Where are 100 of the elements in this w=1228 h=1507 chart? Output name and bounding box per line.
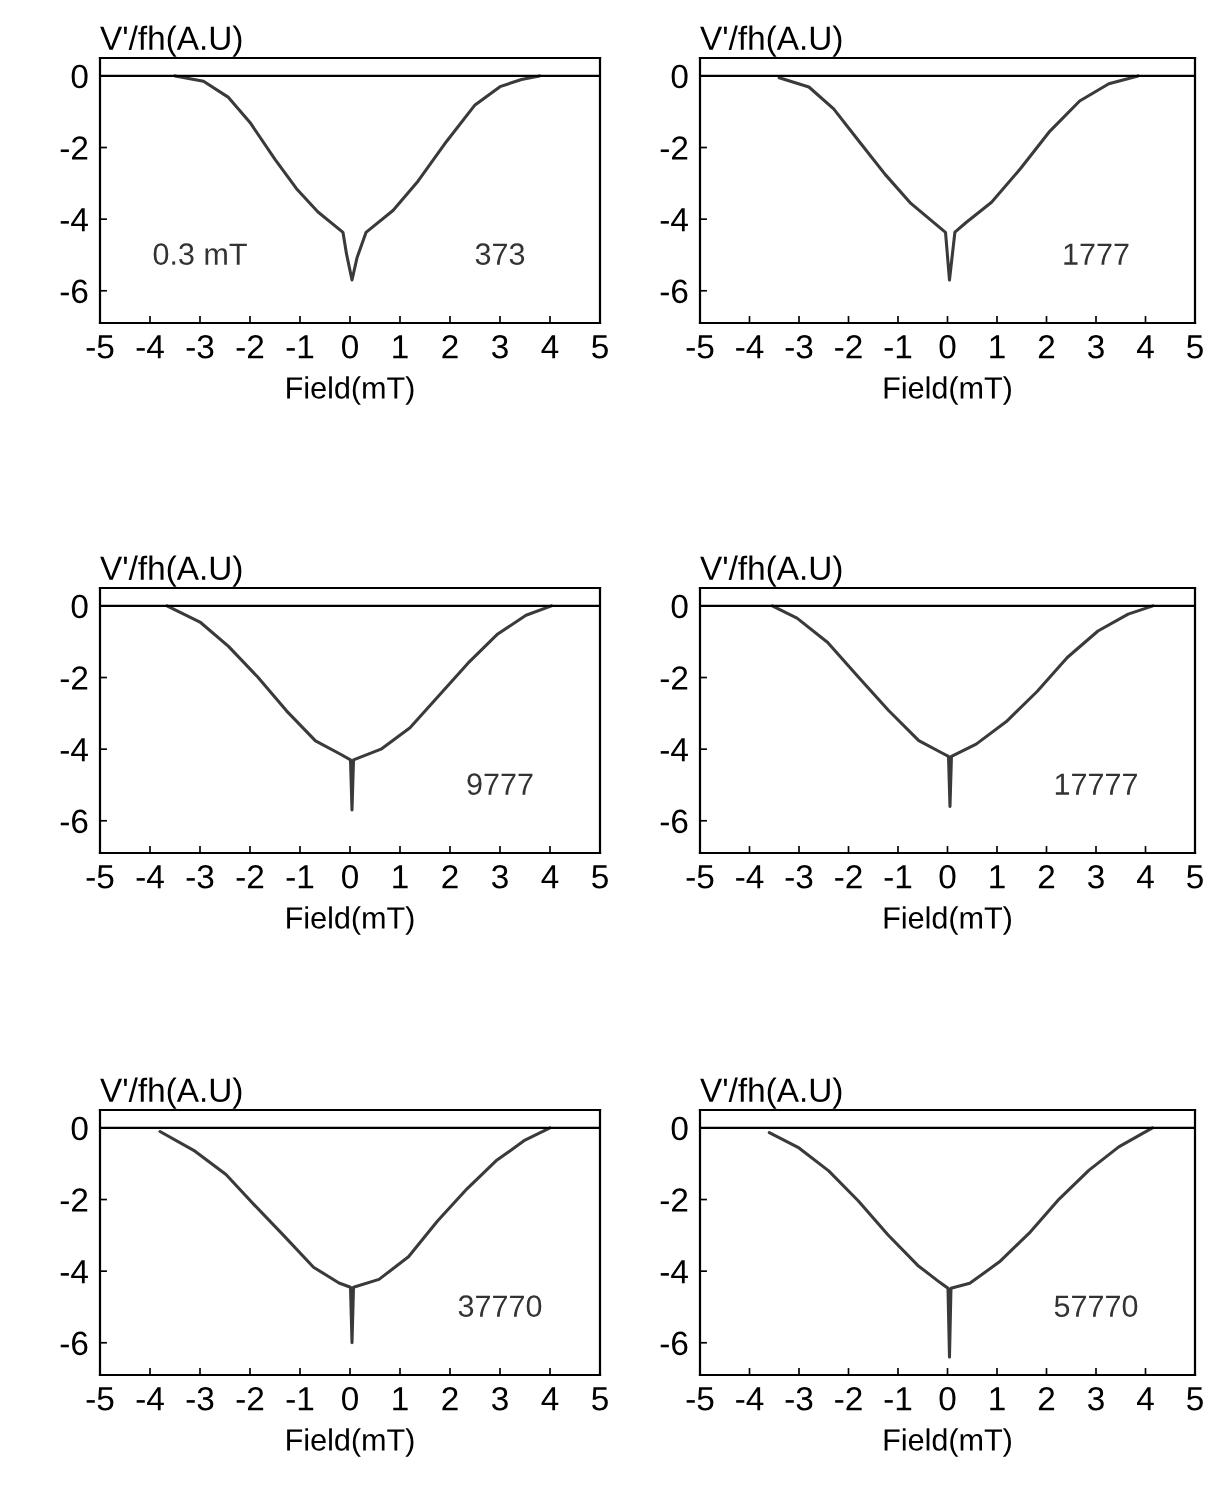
annotation: 0.3 mT bbox=[153, 243, 247, 265]
x-tick-label: -5 bbox=[686, 1387, 714, 1411]
x-tick-label: 4 bbox=[1137, 865, 1154, 889]
x-tick-label: -5 bbox=[686, 865, 714, 889]
y-tick-label: -6 bbox=[660, 1331, 688, 1356]
line-series bbox=[158, 1126, 552, 1345]
x-tick-label: 3 bbox=[1088, 334, 1104, 359]
y-tick-label: -4 bbox=[60, 1260, 88, 1284]
y-tick-label: -2 bbox=[660, 136, 688, 160]
x-tick-label: 2 bbox=[442, 864, 458, 889]
x-tick-label: 0 bbox=[342, 334, 358, 359]
x-tick-label: -4 bbox=[736, 335, 764, 359]
x-tick-label: 3 bbox=[492, 864, 508, 889]
y-tick-label: 0 bbox=[671, 1116, 688, 1141]
y-tick-label: 0 bbox=[671, 64, 688, 89]
x-axis-title: Field(mT) bbox=[287, 376, 414, 405]
x-tick-label: -1 bbox=[286, 1387, 314, 1411]
x-tick-label: 0 bbox=[939, 334, 956, 359]
annotation: 17777 bbox=[1055, 773, 1137, 795]
x-tick-label: 1 bbox=[990, 1387, 1005, 1411]
line-series bbox=[777, 74, 1140, 282]
x-tick-label: 3 bbox=[492, 1386, 508, 1411]
x-tick-label: 2 bbox=[1038, 334, 1055, 359]
x-tick-label: -1 bbox=[884, 865, 912, 889]
x-axis-title: Field(mT) bbox=[884, 906, 1011, 935]
x-tick-label: 1 bbox=[393, 1387, 408, 1411]
x-tick-label: -1 bbox=[286, 335, 314, 359]
y-tick-label: -2 bbox=[60, 666, 88, 690]
x-axis-title: Field(mT) bbox=[884, 1428, 1011, 1457]
x-axis-title: Field(mT) bbox=[884, 376, 1011, 405]
y-axis-title: V'/fh(A.U) bbox=[100, 25, 242, 57]
x-tick-label: -4 bbox=[736, 1387, 764, 1411]
x-tick-label: 2 bbox=[442, 1386, 458, 1411]
x-tick-label: 3 bbox=[1088, 1386, 1104, 1411]
y-tick-label: 0 bbox=[671, 594, 688, 619]
x-tick-label: 5 bbox=[1187, 335, 1203, 359]
x-tick-label: 5 bbox=[592, 335, 608, 359]
x-tick-label: -5 bbox=[686, 335, 714, 359]
x-tick-label: 3 bbox=[1088, 864, 1104, 889]
x-tick-label: 1 bbox=[990, 335, 1005, 359]
y-tick-label: 0 bbox=[71, 594, 88, 619]
x-tick-label: 4 bbox=[541, 865, 559, 889]
x-tick-label: 2 bbox=[1038, 864, 1055, 889]
y-tick-label: -6 bbox=[660, 809, 688, 834]
x-tick-label: -3 bbox=[186, 334, 214, 359]
x-tick-label: -3 bbox=[785, 864, 813, 889]
x-tick-label: 1 bbox=[393, 865, 408, 889]
y-axis-title: V'/fh(A.U) bbox=[100, 555, 242, 587]
x-tick-label: -5 bbox=[86, 1387, 114, 1411]
y-tick-label: 0 bbox=[71, 1116, 88, 1141]
annotation: 9777 bbox=[467, 773, 533, 795]
x-tick-label: 0 bbox=[939, 864, 956, 889]
y-tick-label: 0 bbox=[71, 64, 88, 89]
x-tick-label: -3 bbox=[785, 1386, 813, 1411]
x-axis-title: Field(mT) bbox=[287, 1428, 414, 1457]
y-tick-label: -4 bbox=[60, 208, 88, 232]
x-tick-label: -3 bbox=[186, 864, 214, 889]
x-tick-label: 4 bbox=[541, 335, 559, 359]
y-axis-title: V'/fh(A.U) bbox=[100, 1077, 242, 1109]
annotation: 57770 bbox=[1054, 1295, 1138, 1317]
x-tick-label: 2 bbox=[1038, 1386, 1055, 1411]
y-tick-label: -4 bbox=[660, 208, 688, 232]
y-tick-label: -6 bbox=[60, 809, 88, 834]
y-tick-label: -2 bbox=[660, 666, 688, 690]
x-tick-label: -2 bbox=[236, 864, 264, 889]
x-tick-label: -2 bbox=[236, 334, 264, 359]
x-tick-label: -2 bbox=[236, 1386, 264, 1411]
x-tick-label: 4 bbox=[1137, 1387, 1154, 1411]
y-tick-label: -6 bbox=[60, 279, 88, 304]
y-axis-title: V'/fh(A.U) bbox=[700, 555, 842, 587]
x-tick-label: 5 bbox=[592, 1387, 608, 1411]
x-axis-title: Field(mT) bbox=[287, 906, 414, 935]
x-tick-label: -3 bbox=[186, 1386, 214, 1411]
x-tick-label: 0 bbox=[342, 864, 358, 889]
x-tick-label: 1 bbox=[990, 865, 1005, 889]
line-series bbox=[770, 604, 1155, 808]
line-series bbox=[767, 1126, 1154, 1359]
y-tick-label: -2 bbox=[60, 1188, 88, 1212]
y-tick-label: -2 bbox=[60, 136, 88, 160]
x-tick-label: -4 bbox=[136, 335, 164, 359]
x-tick-label: -2 bbox=[835, 864, 862, 889]
x-tick-label: 5 bbox=[592, 865, 608, 889]
x-tick-label: 4 bbox=[1137, 335, 1154, 359]
x-tick-label: -3 bbox=[785, 334, 813, 359]
x-tick-label: -4 bbox=[136, 1387, 164, 1411]
x-tick-label: -1 bbox=[286, 865, 314, 889]
line-series bbox=[165, 604, 554, 812]
x-tick-label: 5 bbox=[1187, 865, 1203, 889]
y-axis-title: V'/fh(A.U) bbox=[700, 25, 842, 57]
x-tick-label: 4 bbox=[541, 1387, 559, 1411]
x-tick-label: -2 bbox=[835, 1386, 862, 1411]
y-tick-label: -2 bbox=[660, 1188, 688, 1212]
x-tick-label: -4 bbox=[136, 865, 164, 889]
y-tick-label: -4 bbox=[660, 1260, 688, 1284]
x-tick-label: 0 bbox=[939, 1386, 956, 1411]
annotation: 1777 bbox=[1064, 243, 1129, 265]
x-tick-label: 3 bbox=[492, 334, 508, 359]
y-tick-label: -6 bbox=[60, 1331, 88, 1356]
x-tick-label: -1 bbox=[884, 1387, 912, 1411]
x-tick-label: -5 bbox=[86, 865, 114, 889]
